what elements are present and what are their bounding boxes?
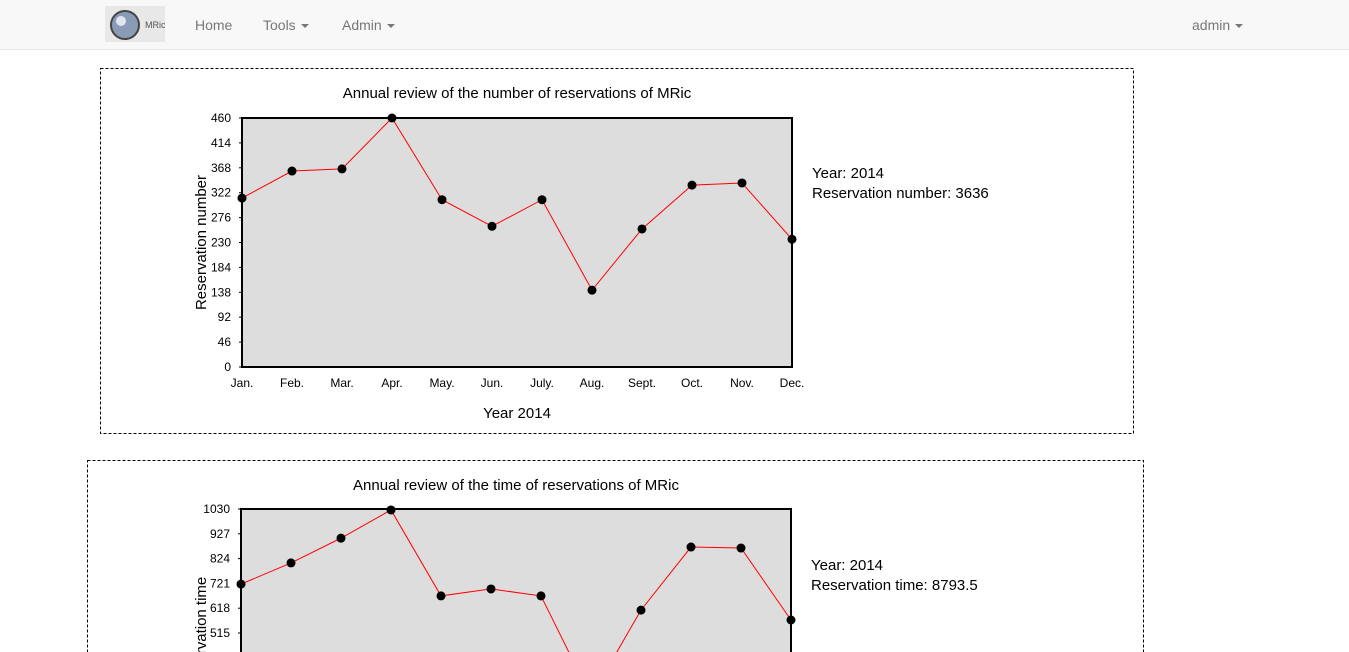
y-tick-label: 1030 (203, 502, 230, 516)
plot-area (240, 508, 792, 652)
data-point (686, 542, 696, 552)
x-tick-label: May. (429, 376, 454, 390)
y-tick-label: 414 (211, 136, 231, 150)
data-point (387, 113, 397, 123)
data-point (386, 505, 396, 515)
x-tick-label: Dec. (780, 376, 805, 390)
x-tick-label: Mar. (330, 376, 353, 390)
nav-dropdown[interactable]: Tools (263, 17, 309, 33)
chart-info: Reservation number: 3636 (812, 185, 989, 202)
data-point (437, 195, 447, 205)
data-point (687, 180, 697, 190)
chart-title: Annual review of the time of reservation… (353, 477, 679, 494)
y-axis-label: Reservation time (193, 577, 210, 652)
data-point (336, 533, 346, 543)
x-tick-label: Nov. (730, 376, 754, 390)
x-tick-label: Jun. (481, 376, 504, 390)
chart-frame (100, 68, 1134, 434)
data-point (237, 193, 247, 203)
x-axis-label: Year 2014 (483, 405, 551, 422)
data-point (337, 164, 347, 174)
user-menu[interactable]: admin (1192, 17, 1244, 33)
y-tick-label: 515 (210, 626, 230, 640)
data-point (487, 221, 497, 231)
y-tick-label: 721 (210, 576, 230, 590)
y-tick-label: 824 (210, 552, 230, 566)
y-tick-label: 0 (224, 360, 231, 374)
data-point (636, 605, 646, 615)
x-tick-label: July. (530, 376, 554, 390)
data-point (486, 584, 496, 594)
y-tick-label: 230 (211, 236, 231, 250)
logo[interactable]: MRic (105, 6, 165, 42)
nav-link[interactable]: Home (195, 17, 233, 33)
nav-label: Admin (342, 17, 382, 33)
chart-frame (87, 460, 1144, 652)
data-point (737, 178, 747, 188)
y-tick-label: 138 (211, 285, 231, 299)
y-tick-label: 46 (218, 335, 232, 349)
chart-title: Annual review of the number of reservati… (343, 85, 692, 102)
charts-svg: Annual review of the number of reservati… (87, 68, 1144, 652)
charts-area: Annual review of the number of reservati… (0, 51, 1349, 652)
x-tick-label: Sept. (628, 376, 656, 390)
y-tick-label: 368 (211, 161, 231, 175)
y-axis-label: Reservation number (193, 175, 210, 310)
data-line (241, 117, 793, 292)
data-point (537, 195, 547, 205)
chart-info: Year: 2014 (811, 557, 883, 574)
x-tick-label: Oct. (681, 376, 703, 390)
data-line (240, 509, 792, 652)
nav-label: Tools (263, 17, 296, 33)
data-point (786, 615, 796, 625)
data-point (587, 285, 597, 295)
x-tick-label: Feb. (280, 376, 304, 390)
user-label: admin (1192, 17, 1231, 33)
data-point (536, 591, 546, 601)
data-point (436, 591, 446, 601)
y-tick-label: 927 (210, 527, 230, 541)
y-tick-label: 184 (211, 260, 231, 274)
navbar: MRic Home Tools Admin admin (0, 0, 1349, 50)
x-tick-label: Aug. (580, 376, 605, 390)
plot-area (241, 117, 793, 368)
svg-text:MRic: MRic (145, 20, 165, 30)
chart-info: Year: 2014 (812, 165, 884, 182)
y-tick-label: 460 (211, 111, 231, 125)
y-tick-label: 276 (211, 211, 231, 225)
data-point (787, 234, 797, 244)
x-tick-label: Apr. (381, 376, 402, 390)
x-tick-label: Jan. (231, 376, 254, 390)
data-point (637, 224, 647, 234)
nav-dropdown[interactable]: Admin (342, 17, 395, 33)
data-point (286, 558, 296, 568)
data-point (287, 166, 297, 176)
y-tick-label: 618 (210, 601, 230, 615)
data-point (236, 579, 246, 589)
chart-info: Reservation time: 8793.5 (811, 577, 978, 594)
y-tick-label: 322 (211, 186, 231, 200)
data-point (736, 543, 746, 553)
y-tick-label: 92 (218, 310, 232, 324)
